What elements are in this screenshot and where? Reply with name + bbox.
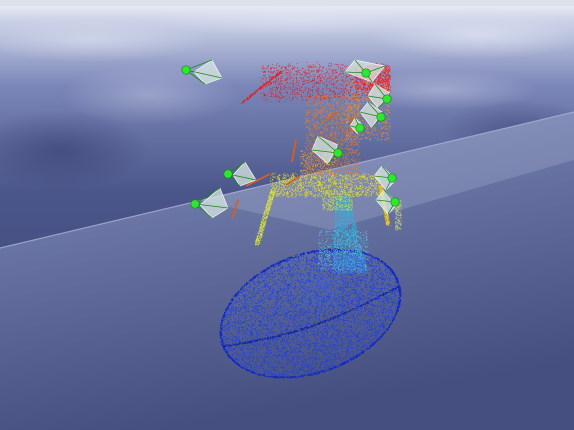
camera-center-sphere[interactable] — [181, 65, 191, 75]
frustum-edge — [227, 173, 257, 181]
camera-frustum — [232, 161, 257, 187]
camera-marker[interactable] — [359, 101, 386, 129]
camera-marker[interactable] — [373, 165, 397, 191]
frustum-edge — [185, 69, 223, 79]
frustum-edge — [194, 203, 229, 209]
camera-center-sphere[interactable] — [190, 199, 200, 209]
camera-center-sphere[interactable] — [387, 173, 397, 183]
camera-center-sphere[interactable] — [355, 123, 365, 133]
camera-center-sphere[interactable] — [333, 148, 343, 158]
frustum-edge — [185, 59, 213, 71]
camera-marker[interactable] — [367, 83, 392, 109]
frustum-edge — [194, 187, 221, 205]
cloud-texture — [0, 4, 574, 190]
camera-marker[interactable] — [190, 187, 229, 219]
camera-center-sphere[interactable] — [376, 112, 386, 122]
camera-center-sphere[interactable] — [223, 169, 233, 179]
camera-marker[interactable] — [181, 59, 223, 85]
ground-plane — [0, 112, 574, 430]
camera-marker[interactable] — [311, 135, 343, 165]
camera-center-sphere[interactable] — [361, 68, 371, 78]
camera-marker[interactable] — [223, 161, 257, 187]
top-edge — [0, 0, 574, 6]
camera-marker[interactable] — [344, 59, 386, 83]
ground-horizon-edge — [0, 111, 574, 249]
camera-markers[interactable] — [181, 59, 400, 219]
camera-marker[interactable] — [349, 117, 365, 135]
point-cloud-base — [219, 248, 402, 379]
camera-marker[interactable] — [375, 189, 400, 215]
point-cloud-stem — [318, 195, 369, 274]
camera-center-sphere[interactable] — [390, 197, 400, 207]
camera-center-sphere[interactable] — [382, 94, 392, 104]
